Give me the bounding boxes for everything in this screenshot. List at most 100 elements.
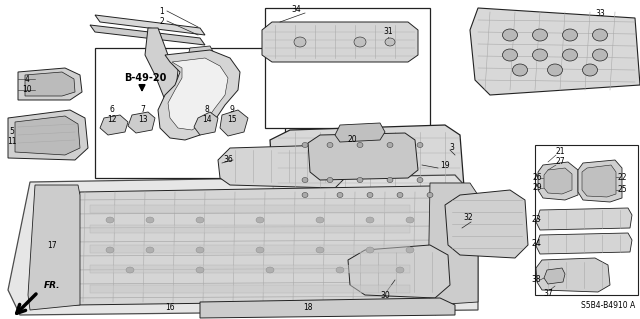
- Text: 18: 18: [303, 303, 313, 313]
- Ellipse shape: [563, 49, 577, 61]
- Ellipse shape: [366, 217, 374, 223]
- Polygon shape: [544, 268, 565, 284]
- Ellipse shape: [357, 143, 363, 147]
- Polygon shape: [145, 28, 178, 100]
- Ellipse shape: [547, 64, 563, 76]
- Ellipse shape: [427, 192, 433, 197]
- Text: 15: 15: [227, 115, 237, 123]
- Polygon shape: [58, 186, 450, 305]
- Polygon shape: [25, 72, 75, 96]
- Ellipse shape: [106, 247, 114, 253]
- Polygon shape: [188, 46, 215, 58]
- Polygon shape: [200, 298, 455, 318]
- Polygon shape: [18, 68, 82, 100]
- Ellipse shape: [532, 49, 547, 61]
- Text: 24: 24: [531, 240, 541, 249]
- Ellipse shape: [387, 177, 393, 182]
- Polygon shape: [95, 15, 205, 35]
- Ellipse shape: [256, 217, 264, 223]
- Polygon shape: [15, 116, 80, 155]
- Ellipse shape: [126, 267, 134, 273]
- Text: B-49-20: B-49-20: [124, 73, 166, 83]
- Polygon shape: [128, 112, 155, 133]
- Text: 4: 4: [24, 75, 29, 84]
- Polygon shape: [582, 165, 616, 197]
- Text: 30: 30: [380, 291, 390, 300]
- Polygon shape: [445, 190, 528, 258]
- Ellipse shape: [302, 192, 308, 197]
- Text: 12: 12: [108, 115, 116, 123]
- Polygon shape: [335, 123, 385, 142]
- Polygon shape: [220, 110, 248, 136]
- Text: 1: 1: [159, 6, 164, 16]
- Polygon shape: [538, 162, 578, 200]
- Text: 26: 26: [532, 174, 542, 182]
- Ellipse shape: [316, 247, 324, 253]
- Ellipse shape: [532, 29, 547, 41]
- Ellipse shape: [316, 217, 324, 223]
- Ellipse shape: [106, 217, 114, 223]
- Ellipse shape: [397, 192, 403, 197]
- Text: 6: 6: [109, 105, 115, 114]
- Bar: [265, 8, 430, 128]
- Text: 27: 27: [555, 158, 565, 167]
- Bar: [90, 205, 410, 213]
- Ellipse shape: [294, 37, 306, 47]
- Ellipse shape: [406, 247, 414, 253]
- Ellipse shape: [354, 37, 366, 47]
- Ellipse shape: [502, 29, 518, 41]
- Polygon shape: [536, 258, 610, 292]
- Ellipse shape: [582, 64, 598, 76]
- Text: 9: 9: [230, 105, 234, 114]
- Ellipse shape: [327, 143, 333, 147]
- Ellipse shape: [196, 217, 204, 223]
- Polygon shape: [100, 115, 128, 135]
- Text: 7: 7: [141, 105, 145, 114]
- Text: 22: 22: [617, 173, 627, 182]
- Bar: [90, 265, 410, 273]
- Polygon shape: [428, 183, 478, 305]
- Bar: [95, 48, 285, 178]
- Text: 2: 2: [159, 17, 164, 26]
- Text: 31: 31: [383, 27, 393, 36]
- Ellipse shape: [146, 217, 154, 223]
- Polygon shape: [536, 208, 632, 230]
- Ellipse shape: [513, 64, 527, 76]
- Bar: [90, 225, 410, 233]
- Text: 17: 17: [47, 241, 57, 249]
- Polygon shape: [158, 50, 240, 140]
- Ellipse shape: [256, 247, 264, 253]
- Polygon shape: [8, 175, 478, 315]
- Ellipse shape: [266, 267, 274, 273]
- Text: 21: 21: [556, 147, 564, 157]
- Polygon shape: [470, 8, 640, 95]
- Bar: [90, 245, 410, 253]
- Text: 11: 11: [7, 137, 17, 146]
- Ellipse shape: [302, 143, 308, 147]
- Ellipse shape: [593, 29, 607, 41]
- Ellipse shape: [593, 49, 607, 61]
- Text: 34: 34: [291, 5, 301, 14]
- Ellipse shape: [302, 177, 308, 182]
- Ellipse shape: [367, 192, 373, 197]
- Text: 19: 19: [440, 160, 450, 169]
- Bar: [90, 285, 410, 293]
- Ellipse shape: [396, 267, 404, 273]
- Text: 25: 25: [617, 186, 627, 195]
- Text: 23: 23: [531, 214, 541, 224]
- Ellipse shape: [357, 177, 363, 182]
- Polygon shape: [194, 112, 218, 135]
- Polygon shape: [308, 133, 418, 180]
- Polygon shape: [218, 145, 348, 188]
- Ellipse shape: [336, 267, 344, 273]
- Text: 8: 8: [205, 105, 209, 114]
- Text: 36: 36: [223, 155, 233, 165]
- Text: 29: 29: [532, 183, 542, 192]
- Polygon shape: [90, 25, 205, 45]
- Polygon shape: [28, 185, 80, 310]
- Polygon shape: [544, 168, 572, 194]
- Ellipse shape: [196, 247, 204, 253]
- Polygon shape: [8, 110, 88, 160]
- Ellipse shape: [502, 49, 518, 61]
- Text: 13: 13: [138, 115, 148, 123]
